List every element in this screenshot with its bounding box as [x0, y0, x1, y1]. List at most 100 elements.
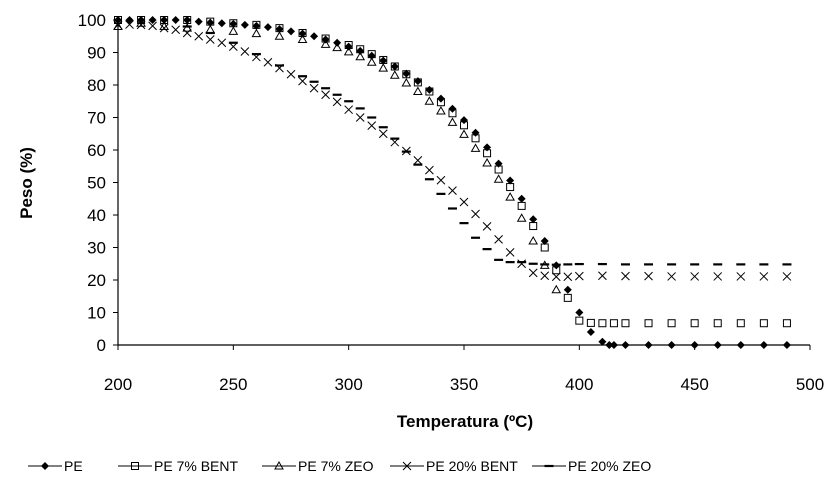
- data-point: [366, 57, 377, 66]
- y-tick-label: 10: [87, 304, 106, 323]
- legend-item: PE 20% BENT: [390, 458, 518, 474]
- data-point: [274, 31, 285, 40]
- data-point: [517, 201, 526, 210]
- data-point: [148, 21, 157, 31]
- y-tick-label: 40: [87, 206, 106, 225]
- x-tick-label: 200: [104, 375, 132, 394]
- data-point: [598, 271, 607, 281]
- x-axis-title: Temperatura (ºC): [397, 412, 533, 431]
- data-point: [528, 268, 538, 278]
- legend-label: PE 20% ZEO: [568, 458, 651, 474]
- data-point: [460, 121, 468, 130]
- data-point: [736, 341, 745, 349]
- y-tick-label: 90: [87, 44, 106, 63]
- data-point: [413, 77, 422, 86]
- legend-label: PE 7% BENT: [154, 458, 238, 474]
- data-point: [355, 51, 366, 61]
- data-point: [263, 57, 273, 67]
- data-point: [471, 209, 480, 219]
- data-point: [690, 341, 699, 349]
- data-point: [251, 28, 262, 38]
- data-point: [574, 271, 584, 281]
- data-point: [782, 341, 791, 349]
- data-point: [644, 319, 653, 328]
- data-point: [494, 235, 503, 244]
- data-point: [125, 20, 134, 29]
- data-point: [332, 97, 342, 107]
- data-point: [782, 319, 791, 328]
- data-point: [482, 157, 492, 167]
- data-point: [137, 16, 146, 24]
- data-point: [413, 86, 423, 95]
- data-point: [782, 272, 792, 281]
- data-point: [389, 70, 400, 79]
- data-point: [413, 78, 422, 87]
- data-point: [540, 271, 550, 281]
- data-point: [298, 29, 307, 38]
- legend-item: PE: [28, 458, 83, 474]
- data-point: [367, 121, 377, 130]
- data-point: [528, 235, 539, 245]
- data-point: [540, 243, 549, 252]
- data-point: [355, 113, 365, 122]
- x-tick-label: 400: [565, 375, 593, 394]
- data-point: [182, 23, 193, 32]
- data-point: [228, 26, 239, 35]
- x-tick-label: 250: [219, 375, 247, 394]
- legend: PE PE 7% BENT PE 7% ZEO PE 20% BENT PE 20% Z…: [28, 458, 651, 474]
- data-point: [505, 192, 515, 201]
- data-point: [114, 16, 122, 24]
- series-0: [114, 16, 791, 349]
- data-point: [402, 461, 412, 471]
- data-point: [563, 272, 573, 282]
- data-point: [263, 23, 272, 32]
- y-tick-label: 0: [97, 336, 106, 355]
- data-point: [131, 462, 139, 470]
- data-point: [240, 20, 249, 29]
- data-point: [436, 105, 446, 115]
- data-point: [240, 47, 250, 56]
- data-point: [575, 308, 584, 317]
- data-point: [605, 341, 614, 349]
- data-point: [171, 25, 181, 35]
- data-point: [516, 213, 527, 222]
- data-point: [505, 248, 515, 257]
- data-point: [217, 19, 226, 28]
- data-point: [344, 42, 353, 51]
- legend-label: PE 20% BENT: [426, 458, 518, 474]
- data-point: [759, 319, 768, 328]
- data-point: [275, 25, 284, 34]
- data-point: [506, 176, 515, 185]
- data-point: [494, 165, 503, 174]
- data-point: [713, 272, 723, 281]
- y-tick-label: 50: [87, 174, 106, 193]
- data-point: [552, 266, 561, 275]
- legend-item: PE 7% BENT: [118, 458, 238, 474]
- y-tick-label: 70: [87, 109, 106, 128]
- data-point: [344, 105, 354, 115]
- y-tick-label: 80: [87, 76, 106, 95]
- data-point: [736, 319, 745, 328]
- data-point: [598, 337, 607, 346]
- data-point: [459, 129, 469, 138]
- data-point: [483, 149, 492, 158]
- data-point: [609, 341, 618, 349]
- data-point: [448, 104, 457, 113]
- data-point: [448, 186, 457, 195]
- data-point: [182, 28, 192, 38]
- data-point: [390, 62, 399, 71]
- x-tick-label: 350: [450, 375, 478, 394]
- data-point: [586, 328, 595, 336]
- data-point: [424, 96, 435, 105]
- series-4: [182, 25, 792, 266]
- data-point: [621, 271, 630, 281]
- series-1: [114, 16, 791, 328]
- data-point: [586, 318, 595, 327]
- data-point: [274, 460, 284, 470]
- y-axis: 0 10 20 30 40 50 60 70 80 90 100: [78, 11, 119, 355]
- series-2: [113, 18, 562, 294]
- data-point: [540, 237, 549, 245]
- data-point: [517, 259, 527, 269]
- data-point: [378, 129, 388, 139]
- data-point: [713, 341, 722, 349]
